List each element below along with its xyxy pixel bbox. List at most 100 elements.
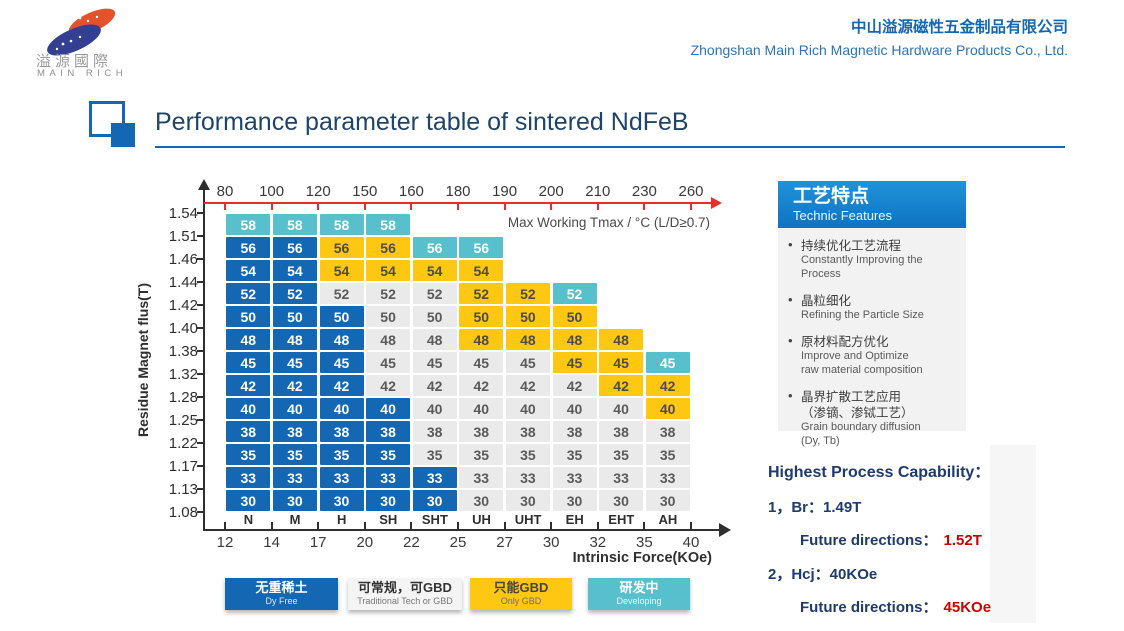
feature-text-cn: 晶粒细化 (801, 293, 852, 308)
grade-cell: 35 (459, 444, 504, 465)
logo-brush-icon (47, 8, 116, 56)
features-panel-header: 工艺特点 Technic Features (778, 181, 966, 228)
grade-cell: 50 (366, 306, 411, 327)
capability-items: 1，Br：1.49T Future directions： 1.52T 2，Hcj：4… (768, 496, 1098, 630)
grade-label: AH (658, 512, 678, 527)
top-axis-tick (550, 203, 553, 210)
grade-cell: 30 (272, 490, 317, 511)
grade-cell: 30 (552, 490, 597, 511)
bottom-axis-tick (550, 522, 553, 530)
top-axis-tick-label: 200 (538, 183, 564, 200)
page-title: Performance parameter table of sintered … (155, 108, 689, 136)
top-axis-tick-label: 120 (305, 183, 331, 200)
grade-cell: 40 (412, 398, 457, 419)
grade-cell: 56 (226, 237, 271, 258)
legend-label-en: Only GBD (500, 595, 542, 606)
grade-label: SH (379, 512, 398, 527)
left-axis-tick-label: 1.46 (168, 251, 198, 268)
capability-line: 2，Hcj：40KOe (768, 566, 878, 583)
grade-cell: 38 (412, 421, 457, 442)
bullet-icon: • (788, 387, 793, 403)
grade-cell: 56 (272, 237, 317, 258)
grade-cell: 54 (412, 260, 457, 281)
legend-item-d: 研发中 Developing (588, 578, 690, 610)
grade-cell: 45 (319, 352, 364, 373)
legend-label-en: Traditional Tech or GBD (357, 595, 453, 606)
grade-cell: 40 (272, 398, 317, 419)
left-axis-tick (197, 281, 204, 283)
grade-cell: 50 (552, 306, 597, 327)
grade-cell: 50 (505, 306, 550, 327)
grade-cell: 35 (552, 444, 597, 465)
bottom-axis-tick-label: 25 (449, 534, 467, 551)
top-axis-tick-label: 260 (678, 183, 704, 200)
grade-cell: 54 (459, 260, 504, 281)
top-axis-tick (270, 203, 273, 210)
grade-cell: 50 (226, 306, 271, 327)
feature-item: • 晶界扩散工艺应用 （渗镝、渗铽工艺） Grain boundary diffusi… (788, 387, 964, 449)
top-axis-tick (643, 203, 646, 210)
left-axis-tick (197, 235, 204, 237)
capability-future-line: Future directions： 1.52T (800, 529, 1098, 550)
future-directions-label: Future directions： (800, 599, 938, 616)
grade-cell: 42 (645, 375, 690, 396)
grade-cell: 35 (319, 444, 364, 465)
left-axis-tick (197, 304, 204, 306)
legend-label-cn: 研发中 (619, 580, 659, 596)
top-axis-tick-label: 230 (631, 183, 657, 200)
bottom-axis-tick-label: 17 (309, 534, 327, 551)
top-axis-tick-label: 150 (352, 183, 378, 200)
grade-cell: 40 (599, 398, 644, 419)
bottom-axis-tick (457, 522, 459, 530)
grade-cell: 42 (366, 375, 411, 396)
grade-cell: 40 (319, 398, 364, 419)
grade-cell: 45 (412, 352, 457, 373)
left-axis-tick (197, 419, 204, 421)
grade-cell: 33 (272, 467, 317, 488)
grade-cell: 30 (459, 490, 504, 511)
feature-item: • 晶粒细化 Refining the Particle Size (788, 292, 964, 323)
grade-cell: 40 (645, 398, 690, 419)
x-axis-title: Intrinsic Force(KOe) (572, 550, 712, 566)
grade-cell: 33 (459, 467, 504, 488)
grade-cell: 40 (552, 398, 597, 419)
grade-label: SHT (421, 512, 448, 527)
grade-cell: 48 (272, 329, 317, 350)
left-axis-tick-label: 1.38 (168, 343, 198, 360)
grade-cell: 48 (505, 329, 550, 350)
grade-cell: 48 (412, 329, 457, 350)
grade-cell: 33 (412, 467, 457, 488)
grade-cell: 56 (366, 237, 411, 258)
grade-cell: 38 (272, 421, 317, 442)
background-strip (990, 445, 1036, 623)
grade-cell: 48 (366, 329, 411, 350)
grade-cell: 42 (505, 375, 550, 396)
feature-text-cn: 晶界扩散工艺应用 (801, 389, 902, 404)
y-axis-title: Residue Magnet flus(T) (135, 282, 151, 438)
grade-cell: 48 (552, 329, 597, 350)
grade-cell: 33 (645, 467, 690, 488)
top-axis-tick-label: 210 (585, 183, 611, 200)
bottom-axis-tick (596, 522, 599, 530)
left-axis-tick (197, 511, 204, 513)
grade-cell: 48 (319, 329, 364, 350)
grade-cell: 40 (459, 398, 504, 419)
grade-cell: 38 (599, 421, 644, 442)
grade-cell: 33 (505, 467, 550, 488)
legend-item-g: 可常规，可GBD Traditional Tech or GBD (348, 578, 462, 610)
bottom-axis-tick (270, 522, 273, 530)
grade-cell: 30 (599, 490, 644, 511)
company-logo (30, 4, 140, 88)
grade-cell: 52 (412, 283, 457, 304)
grade-cell: 30 (412, 490, 457, 511)
bottom-axis-tick-label: 22 (403, 534, 420, 551)
top-axis-arrow-icon (711, 197, 722, 209)
grade-cell: 52 (552, 283, 597, 304)
grade-cell: 45 (645, 352, 690, 373)
features-title-cn: 工艺特点 (793, 186, 870, 207)
left-axis-tick (197, 488, 204, 490)
grade-cell: 56 (412, 237, 457, 258)
grade-cell: 38 (366, 421, 411, 442)
grade-label: M (289, 512, 301, 527)
